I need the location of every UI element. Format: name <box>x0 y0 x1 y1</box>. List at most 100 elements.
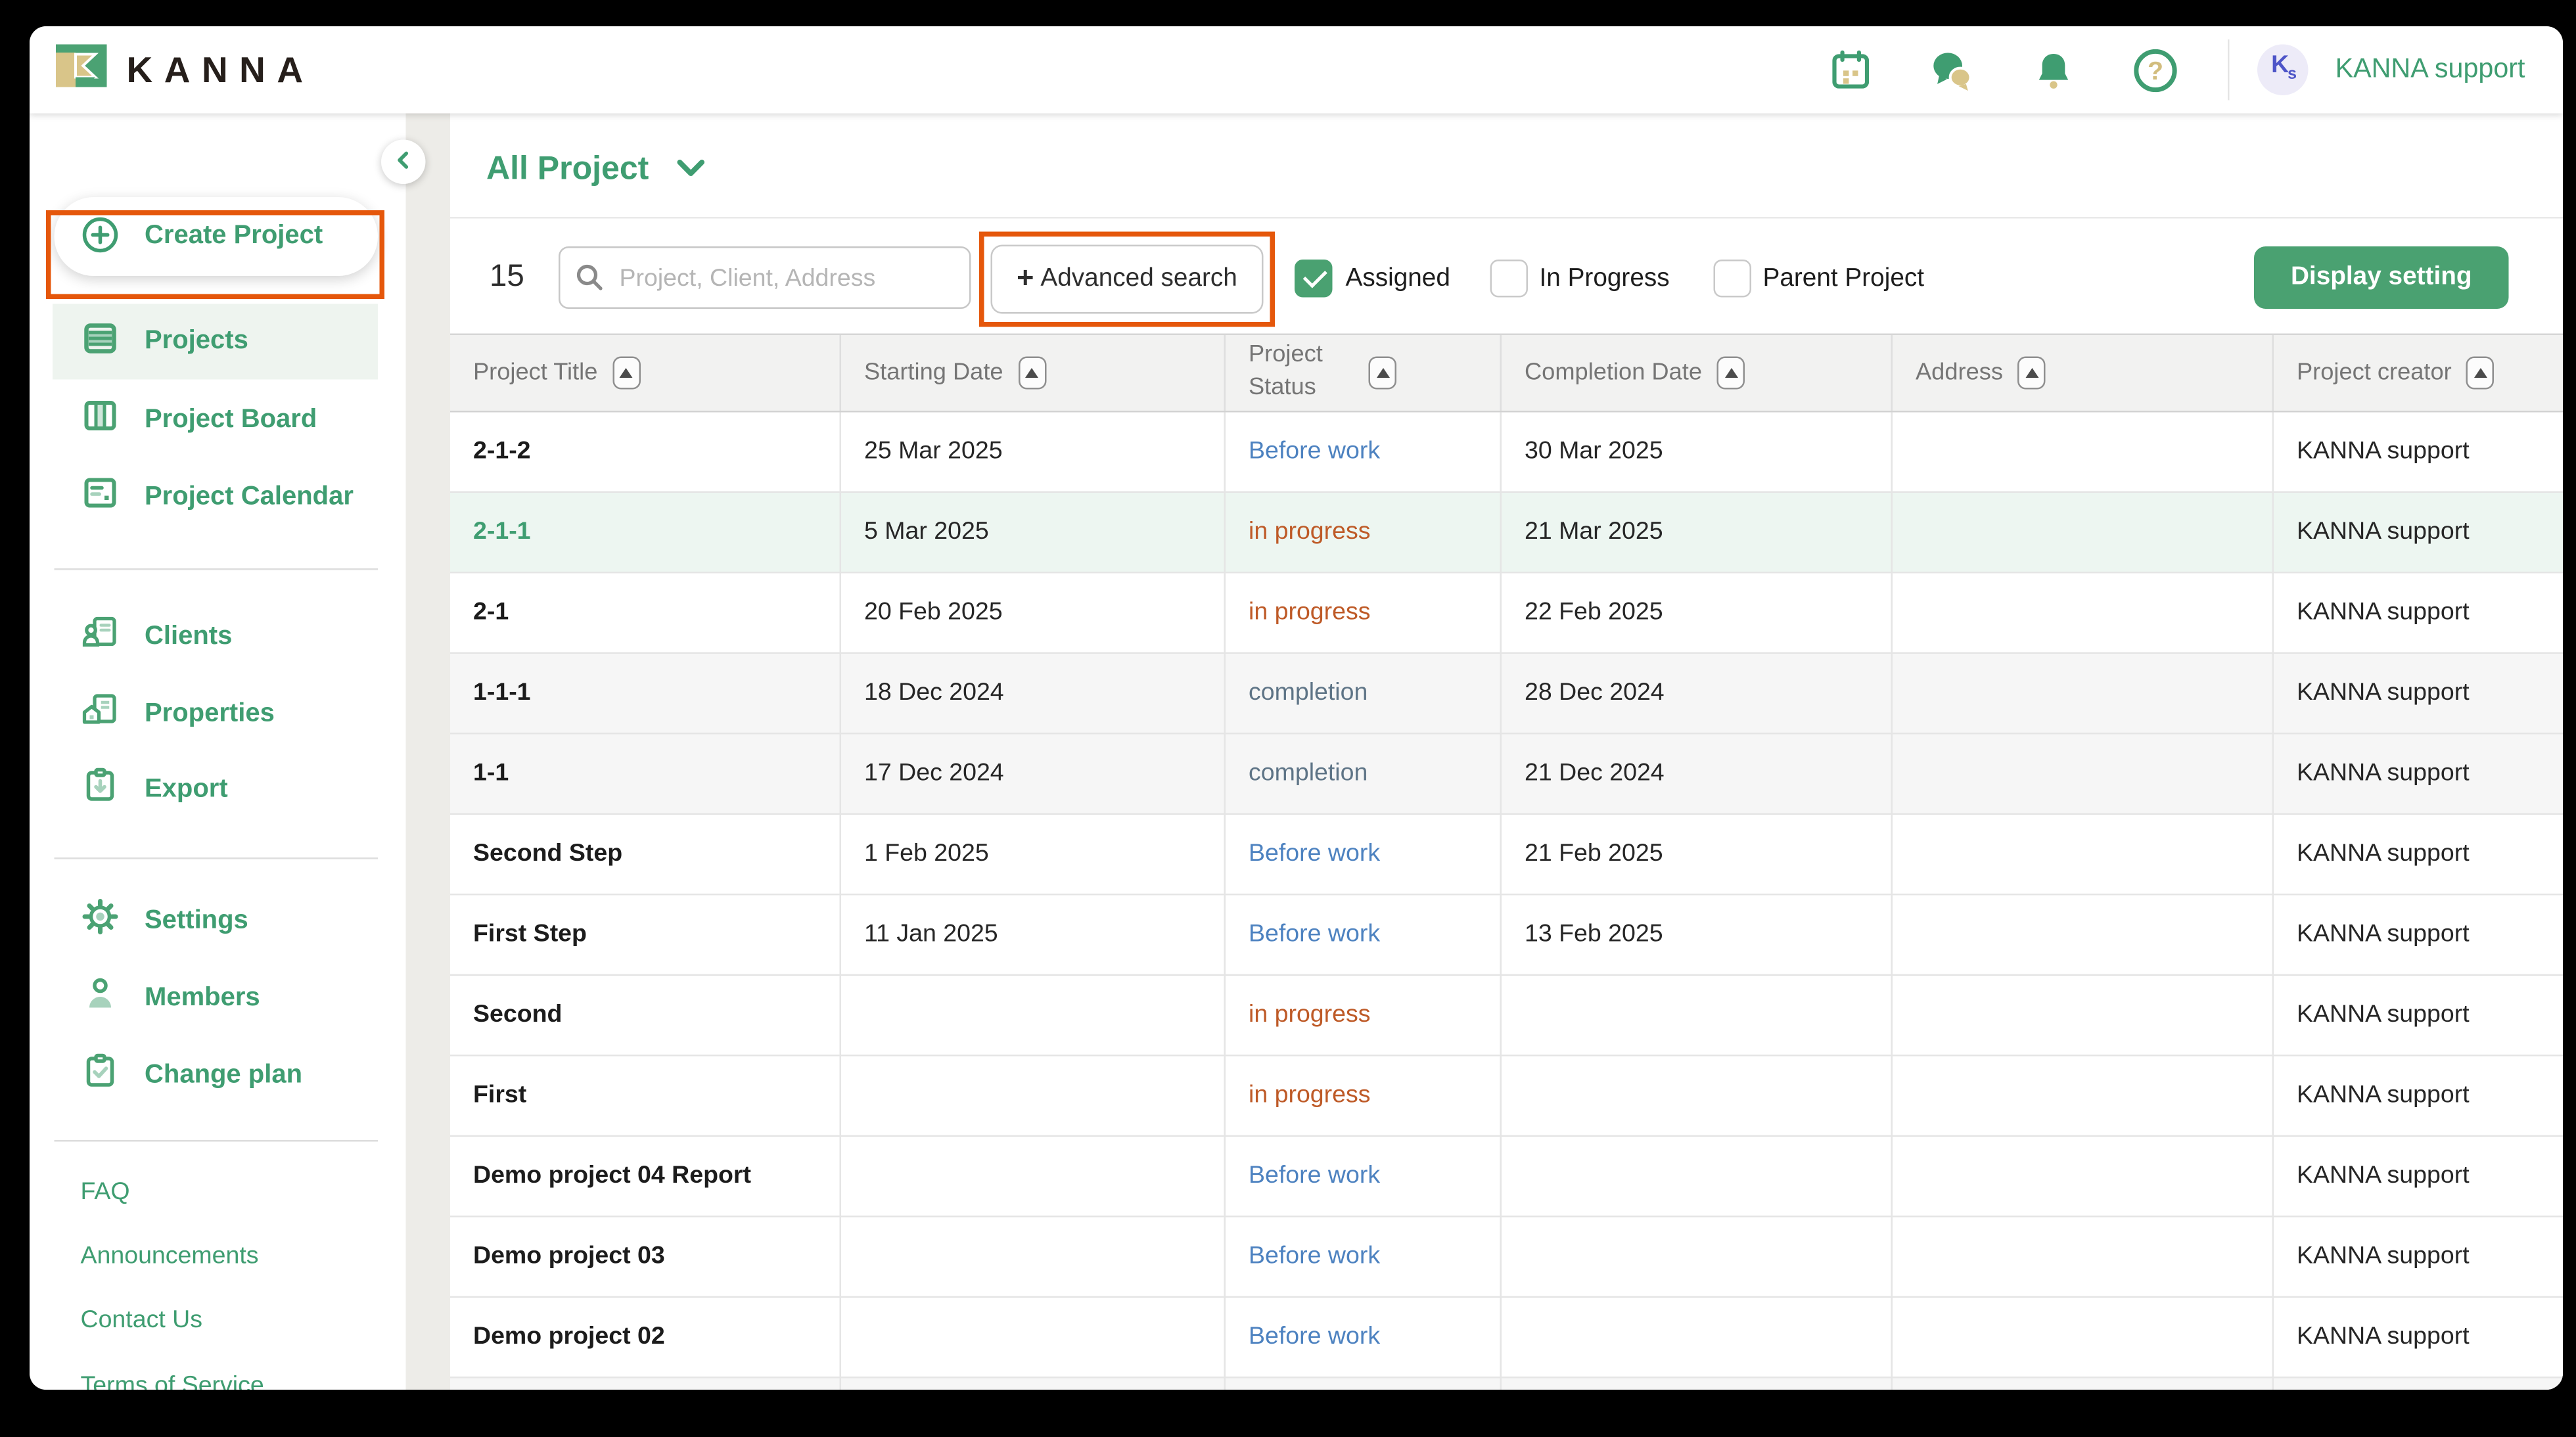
checkbox-assigned[interactable] <box>1295 260 1333 298</box>
cell-completion-date: 21 Dec 2024 <box>1502 734 1893 813</box>
cell-starting-date: 17 Dec 2024 <box>841 734 1226 813</box>
create-project-label: Create Project <box>145 221 323 250</box>
cell-project-title[interactable]: 1-1-1 <box>450 654 841 733</box>
sidebar-link-faq[interactable]: FAQ <box>80 1177 130 1206</box>
checkbox-in-progress-label[interactable]: In Progress <box>1539 264 1670 293</box>
brand-logo[interactable]: KANNA <box>55 26 315 114</box>
help-icon[interactable]: ? <box>2133 47 2179 93</box>
project-calendar-icon <box>81 473 120 521</box>
sidebar-item-settings[interactable]: Settings <box>53 898 378 944</box>
sidebar: Create Project Projects <box>30 113 406 1390</box>
sort-button[interactable] <box>2466 356 2495 390</box>
table-row-partial <box>450 1378 2563 1390</box>
cell-project-title[interactable]: Demo project 03 <box>450 1217 841 1296</box>
cell-completion-date: 13 Feb 2025 <box>1502 895 1893 974</box>
column-header-project-status: Project Status <box>1226 335 1502 411</box>
cell-address <box>1893 1137 2274 1216</box>
create-project-button[interactable]: Create Project <box>54 197 378 276</box>
checkbox-assigned-label[interactable]: Assigned <box>1345 264 1450 293</box>
cell-project-status: completion <box>1226 654 1502 733</box>
table-row[interactable]: 2-1 20 Feb 2025 in progress 22 Feb 2025 KANN… <box>450 573 2563 654</box>
table-row[interactable]: Demo project 04 Report Before work KANNA s… <box>450 1137 2563 1218</box>
cell-starting-date <box>841 976 1226 1055</box>
cell-project-title[interactable]: 2-1-2 <box>450 412 841 491</box>
table-row[interactable]: Second Step 1 Feb 2025 Before work 21 Feb 2… <box>450 815 2563 896</box>
cell-project-title[interactable]: Demo project 04 Report <box>450 1137 841 1216</box>
avatar[interactable]: K s <box>2258 44 2309 95</box>
advanced-search-button[interactable]: + Advanced search <box>990 244 1264 314</box>
cell-completion-date: 21 Feb 2025 <box>1502 815 1893 894</box>
account-name[interactable]: KANNA support <box>2335 54 2525 84</box>
cell-project-creator: KANNA support <box>2297 1161 2470 1190</box>
checkbox-in-progress[interactable] <box>1490 260 1528 298</box>
checkbox-parent-project-label[interactable]: Parent Project <box>1762 264 1925 293</box>
cell-project-title[interactable]: First Step <box>450 895 841 974</box>
search-input[interactable] <box>559 246 971 309</box>
sidebar-item-label: Clients <box>145 622 233 650</box>
display-setting-button[interactable]: Display setting <box>2254 246 2509 309</box>
table-row[interactable]: Demo project 02 Before work KANNA support <box>450 1298 2563 1379</box>
cell-project-creator: KANNA support <box>2297 598 2470 626</box>
sidebar-item-members[interactable]: Members <box>53 976 378 1020</box>
column-label: Project Title <box>473 359 598 386</box>
bell-icon[interactable] <box>2031 47 2077 93</box>
sidebar-item-project-calendar[interactable]: Project Calendar <box>53 475 378 520</box>
table-row[interactable]: Second in progress KANNA support <box>450 976 2563 1057</box>
column-header-project-creator: Project creator <box>2274 335 2563 411</box>
chat-icon[interactable] <box>1929 47 1975 93</box>
cell-completion-date <box>1502 1137 1893 1216</box>
sidebar-item-projects[interactable]: Projects <box>53 304 378 380</box>
column-header-completion-date: Completion Date <box>1502 335 1893 411</box>
calendar-icon[interactable] <box>1828 47 1874 93</box>
main-content: All Project 15 + Advanced search <box>450 113 2563 1390</box>
sidebar-collapse-button[interactable] <box>381 139 426 184</box>
sort-button[interactable] <box>2017 356 2046 390</box>
table-row[interactable]: 2-1-2 25 Mar 2025 Before work 30 Mar 2025 KA… <box>450 412 2563 493</box>
sidebar-link-terms-of-service[interactable]: Terms of Service <box>80 1371 264 1390</box>
table-row[interactable]: First Step 11 Jan 2025 Before work 13 Feb 2… <box>450 895 2563 976</box>
sidebar-link-contact-us[interactable]: Contact Us <box>80 1306 203 1334</box>
sort-button[interactable] <box>1018 356 1046 390</box>
cell-project-title[interactable]: First <box>450 1056 841 1135</box>
cell-project-title[interactable]: Second <box>450 976 841 1055</box>
advanced-search-label: Advanced search <box>1040 264 1237 293</box>
table-row[interactable]: Demo project 03 Before work KANNA support <box>450 1217 2563 1298</box>
top-bar: KANNA <box>30 26 2563 114</box>
sidebar-link-announcements[interactable]: Announcements <box>80 1242 259 1270</box>
export-icon <box>81 765 120 813</box>
sidebar-item-project-board[interactable]: Project Board <box>53 398 378 442</box>
cell-project-title[interactable]: Second Step <box>450 815 841 894</box>
cell-project-title[interactable]: 2-1-1 <box>450 493 841 572</box>
sort-button[interactable] <box>1368 356 1396 390</box>
cell-empty <box>450 1378 841 1390</box>
cell-project-status: Before work <box>1226 412 1502 491</box>
sidebar-item-clients[interactable]: Clients <box>53 614 378 659</box>
cell-address <box>1893 412 2274 491</box>
cell-project-title[interactable]: Demo project 02 <box>450 1298 841 1377</box>
brand-name: KANNA <box>126 48 315 90</box>
sort-button[interactable] <box>612 356 641 390</box>
table-row[interactable]: 1-1-1 18 Dec 2024 completion 28 Dec 2024 KAN… <box>450 654 2563 735</box>
table-row[interactable]: First in progress KANNA support <box>450 1056 2563 1137</box>
cell-address <box>1893 493 2274 572</box>
cell-starting-date: 5 Mar 2025 <box>841 493 1226 572</box>
column-label: Project creator <box>2297 359 2452 386</box>
project-view-selector[interactable]: All Project <box>486 151 704 189</box>
table-row[interactable]: 1-1 17 Dec 2024 completion 21 Dec 2024 KANNA… <box>450 734 2563 815</box>
cell-project-creator: KANNA support <box>2297 839 2470 868</box>
cell-project-status: Before work <box>1226 1298 1502 1377</box>
cell-project-title[interactable]: 1-1 <box>450 734 841 813</box>
cell-starting-date <box>841 1298 1226 1377</box>
table-row[interactable]: 2-1-1 5 Mar 2025 in progress 21 Mar 2025 KAN… <box>450 493 2563 574</box>
cell-project-title[interactable]: 2-1 <box>450 573 841 652</box>
checkbox-parent-project[interactable] <box>1713 260 1751 298</box>
sort-button[interactable] <box>1716 356 1745 390</box>
cell-empty <box>2274 1379 2563 1390</box>
sidebar-item-change-plan[interactable]: Change plan <box>53 1053 378 1098</box>
sidebar-item-properties[interactable]: Properties <box>53 692 378 737</box>
sidebar-item-export[interactable]: Export <box>53 767 378 812</box>
cell-completion-date: 22 Feb 2025 <box>1502 573 1893 652</box>
change-plan-icon <box>81 1051 120 1099</box>
plus-icon: + <box>1017 260 1034 294</box>
